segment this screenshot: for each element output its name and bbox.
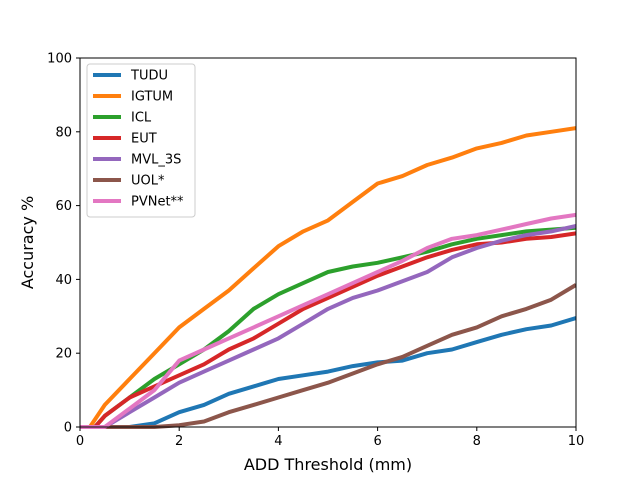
series-line-tudu [80, 316, 576, 429]
series-line-uol [80, 283, 576, 429]
x-tick-label: 4 [274, 434, 282, 449]
x-tick-label: 10 [568, 434, 585, 449]
y-tick-label: 80 [55, 125, 72, 140]
y-tick-label: 100 [47, 52, 72, 67]
legend-label: UOL* [131, 174, 165, 189]
legend-label: ICL [131, 111, 152, 126]
y-tick-label: 60 [55, 199, 72, 214]
legend-label: EUT [131, 132, 157, 147]
series-layer [80, 126, 576, 429]
plot-frame [79, 57, 577, 428]
series-line-icl [80, 225, 576, 429]
y-tick-label: 40 [55, 273, 72, 288]
series-line-pvnet [80, 212, 576, 429]
x-tick-label: 0 [76, 434, 84, 449]
series-line-mvl-3s [80, 223, 576, 429]
y-axis-label: Accuracy % [18, 196, 37, 289]
series-line-igtum [80, 126, 576, 429]
y-tick-label: 20 [55, 347, 72, 362]
y-tick-label: 0 [64, 421, 72, 436]
legend-label: IGTUM [131, 90, 173, 105]
x-tick-label: 2 [175, 434, 183, 449]
legend-label: MVL_3S [131, 153, 181, 168]
legend-label: TUDU [130, 69, 168, 84]
x-axis-label: ADD Threshold (mm) [244, 455, 412, 474]
legend-label: PVNet** [131, 195, 184, 210]
legend: TUDU IGTUM ICL EUT MVL_3S UOL* PVNet** [86, 63, 196, 218]
x-tick-label: 8 [473, 434, 481, 449]
x-tick-label: 6 [373, 434, 381, 449]
